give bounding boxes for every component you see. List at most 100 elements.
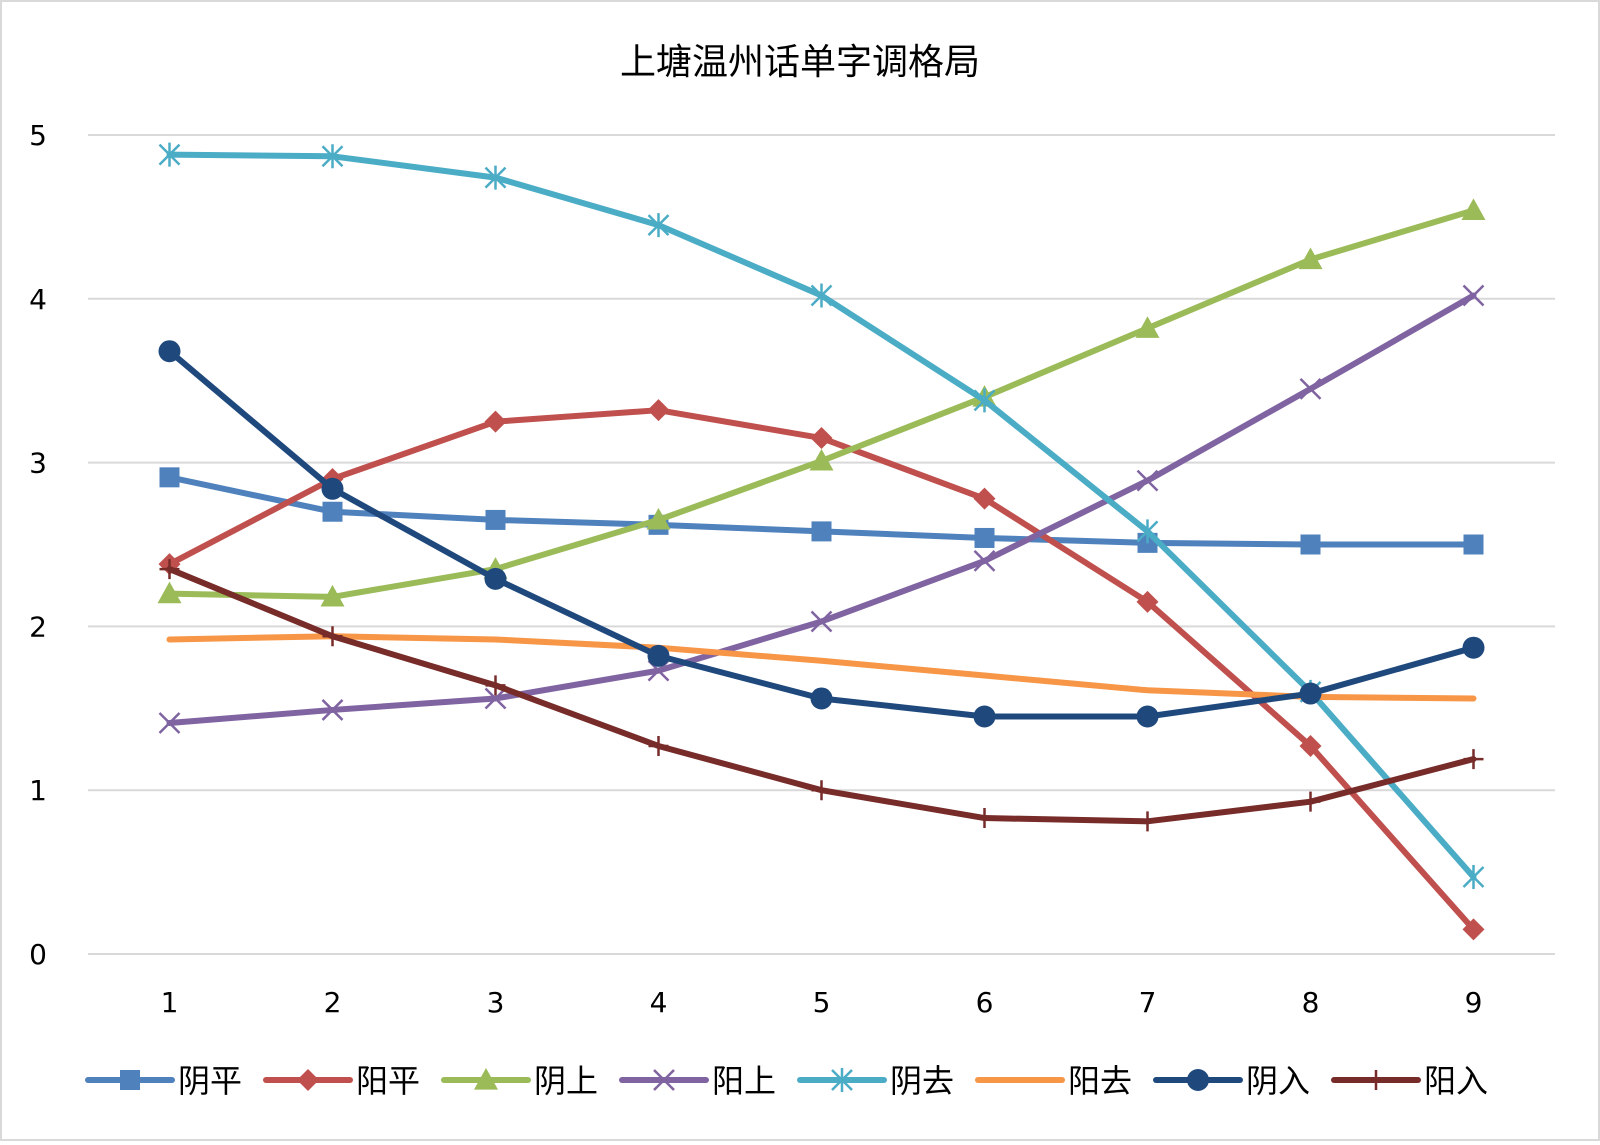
data-point-s3-x4 bbox=[646, 507, 671, 530]
series-7 bbox=[158, 340, 1485, 728]
data-point-s7-x6 bbox=[973, 705, 996, 728]
x-tick-label: 1 bbox=[161, 986, 179, 1019]
data-point-s2-x9 bbox=[1462, 918, 1485, 941]
series-lines bbox=[157, 142, 1486, 941]
x-tick-label: 4 bbox=[650, 986, 668, 1019]
data-point-s8-x7 bbox=[1137, 811, 1158, 832]
data-point-s2-x7 bbox=[1136, 590, 1159, 613]
data-point-s2-x4 bbox=[647, 399, 670, 422]
legend-item: 阳入 bbox=[1331, 1062, 1488, 1100]
data-point-s5-x1 bbox=[158, 142, 181, 167]
data-point-s3-x1 bbox=[157, 581, 182, 604]
data-point-s4-x8 bbox=[1299, 378, 1322, 400]
legend-label: 阳去 bbox=[1068, 1062, 1132, 1100]
data-point-s3-x9 bbox=[1461, 198, 1486, 220]
data-point-s4-x6 bbox=[973, 549, 996, 572]
legend-item: 阴上 bbox=[441, 1062, 598, 1100]
data-point-s8-x8 bbox=[1300, 791, 1321, 812]
legend-item: 阳去 bbox=[975, 1062, 1132, 1100]
legend-label: 阴入 bbox=[1246, 1062, 1310, 1100]
x-tick-label: 9 bbox=[1465, 986, 1483, 1019]
data-point-s3-x8 bbox=[1298, 247, 1323, 270]
x-tick-label: 7 bbox=[1139, 986, 1157, 1019]
x-tick-label: 6 bbox=[976, 986, 994, 1019]
y-tick-label: 2 bbox=[29, 610, 47, 643]
legend-marker bbox=[474, 1068, 498, 1090]
legend-label: 阳平 bbox=[356, 1062, 420, 1100]
data-point-s8-x6 bbox=[974, 808, 995, 829]
legend-item: 阴去 bbox=[797, 1062, 954, 1100]
y-axis-tick-labels: 0 1 2 3 4 5 bbox=[29, 119, 47, 971]
data-point-s1-x3 bbox=[485, 509, 506, 530]
data-point-s5-x7 bbox=[1136, 519, 1159, 544]
data-point-s5-x3 bbox=[484, 165, 507, 190]
legend: 阴平 阳平 阴上 阳上 阴去 阳去 阴入 阳入 bbox=[85, 1062, 1488, 1100]
data-point-s1-x9 bbox=[1463, 534, 1484, 555]
chart-title: 上塘温州话单字调格局 bbox=[620, 42, 980, 83]
data-point-s4-x2 bbox=[321, 699, 344, 721]
data-point-s8-x4 bbox=[648, 735, 669, 756]
series-8 bbox=[159, 559, 1484, 832]
series-6 bbox=[166, 633, 1477, 702]
y-tick-label: 1 bbox=[29, 774, 47, 807]
data-point-s3-x5 bbox=[809, 448, 834, 471]
data-point-s7-x4 bbox=[647, 644, 670, 667]
data-point-s5-x5 bbox=[810, 283, 833, 308]
legend-label: 阳上 bbox=[712, 1062, 776, 1100]
legend-marker bbox=[297, 1069, 319, 1091]
legend-marker bbox=[1366, 1070, 1386, 1090]
data-point-s1-x2 bbox=[322, 501, 343, 522]
data-point-s1-x1 bbox=[159, 467, 180, 488]
data-point-s2-x8 bbox=[1299, 734, 1322, 757]
data-point-s2-x6 bbox=[973, 487, 996, 510]
data-point-s7-x9 bbox=[1462, 636, 1485, 659]
data-point-s8-x5 bbox=[811, 780, 832, 801]
legend-item: 阴入 bbox=[1153, 1062, 1310, 1100]
data-point-s2-x3 bbox=[484, 410, 507, 433]
data-point-s4-x1 bbox=[158, 712, 181, 734]
data-point-s2-x5 bbox=[810, 427, 833, 450]
legend-label: 阴上 bbox=[534, 1062, 598, 1100]
data-point-s7-x2 bbox=[321, 477, 344, 500]
legend-item: 阳平 bbox=[263, 1062, 420, 1100]
data-point-s7-x3 bbox=[484, 567, 507, 590]
x-axis-tick-labels: 1 2 3 4 5 6 7 8 9 bbox=[161, 986, 1483, 1019]
data-point-s7-x5 bbox=[810, 687, 833, 710]
data-point-s8-x1 bbox=[159, 559, 180, 580]
legend-item: 阳上 bbox=[619, 1062, 776, 1100]
y-tick-label: 4 bbox=[29, 283, 47, 316]
legend-label: 阳入 bbox=[1424, 1062, 1488, 1100]
data-point-s4-x5 bbox=[810, 610, 833, 633]
y-tick-label: 5 bbox=[29, 119, 47, 152]
y-tick-label: 3 bbox=[29, 447, 47, 480]
legend-item: 阴平 bbox=[85, 1062, 242, 1100]
legend-label: 阴去 bbox=[890, 1062, 954, 1100]
series-5 bbox=[158, 142, 1485, 890]
data-point-s7-x7 bbox=[1136, 705, 1159, 728]
x-tick-label: 2 bbox=[324, 986, 342, 1019]
data-point-s5-x6 bbox=[973, 388, 996, 413]
series-line-6 bbox=[166, 633, 1477, 702]
data-point-s1-x5 bbox=[811, 521, 832, 542]
data-point-s7-x1 bbox=[158, 340, 181, 363]
data-point-s4-x9 bbox=[1462, 284, 1485, 307]
y-tick-label: 0 bbox=[29, 938, 47, 971]
data-point-s4-x3 bbox=[484, 687, 507, 710]
data-point-s3-x7 bbox=[1135, 316, 1160, 338]
series-3 bbox=[157, 198, 1486, 607]
data-point-s5-x4 bbox=[647, 213, 670, 238]
data-point-s5-x9 bbox=[1462, 865, 1485, 890]
data-point-s8-x9 bbox=[1463, 749, 1484, 770]
legend-label: 阴平 bbox=[178, 1062, 242, 1100]
data-point-s1-x6 bbox=[974, 527, 995, 548]
data-point-s8-x2 bbox=[322, 626, 343, 647]
legend-marker bbox=[120, 1070, 140, 1090]
legend-marker bbox=[831, 1068, 853, 1092]
data-point-s5-x2 bbox=[321, 144, 344, 169]
data-point-s7-x8 bbox=[1299, 682, 1322, 705]
data-point-s4-x7 bbox=[1136, 469, 1159, 492]
data-point-s3-x2 bbox=[320, 584, 345, 607]
